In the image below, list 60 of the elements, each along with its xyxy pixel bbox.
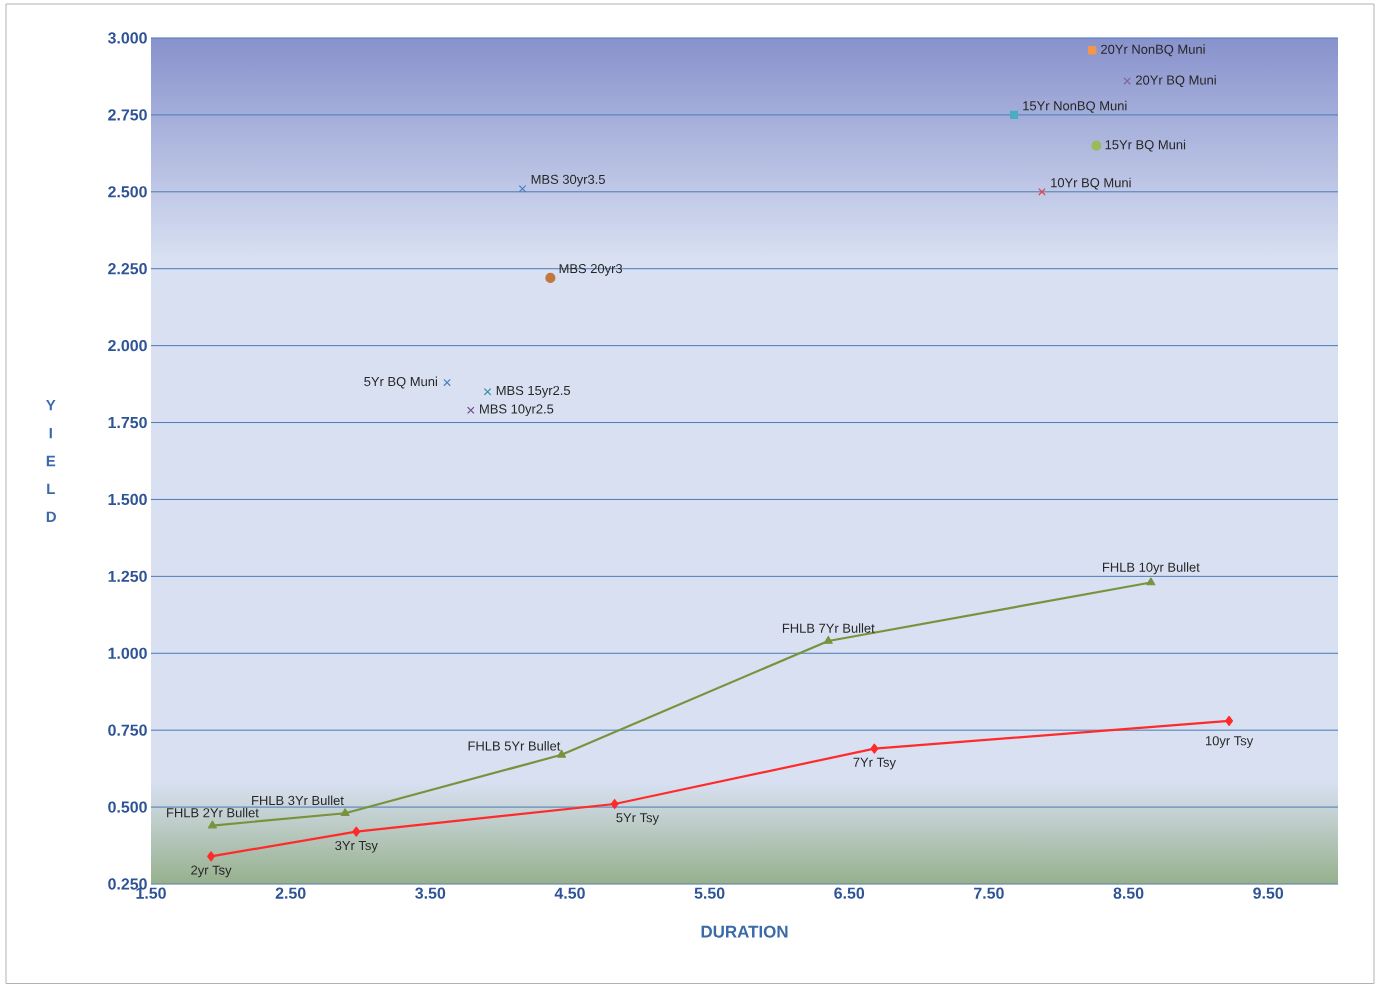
- x-tick-label: 5.50: [694, 887, 725, 899]
- y-tick-label: 1.000: [108, 647, 147, 659]
- series-label: 15Yr BQ Muni: [1105, 139, 1186, 152]
- point: [443, 378, 451, 387]
- annotation: FHLB 3Yr Bullet: [252, 795, 344, 806]
- series-label: 20Yr NonBQ Muni: [1101, 44, 1205, 57]
- point: [1091, 140, 1102, 151]
- y-tick-label: 1.500: [108, 493, 147, 506]
- annotation: FHLB 2Yr Bullet: [167, 807, 259, 818]
- annotation: 7Yr Tsy: [853, 757, 896, 770]
- annotation: 3Yr Tsy: [335, 840, 378, 853]
- point: [870, 743, 879, 754]
- point: [1225, 715, 1234, 727]
- point: [1009, 110, 1019, 119]
- x-tick-label: 4.50: [554, 887, 585, 899]
- point: [1038, 188, 1046, 196]
- y-tick-label: 2.750: [108, 109, 147, 121]
- series-label: MBS 30yr3.5: [531, 174, 605, 187]
- point: [1123, 77, 1131, 85]
- point: [352, 826, 361, 837]
- point: [557, 749, 567, 758]
- x-tick-label: 8.50: [1113, 887, 1144, 899]
- series-label: MBS 15yr2.5: [496, 385, 571, 398]
- point: [823, 635, 833, 644]
- point: [1088, 46, 1097, 55]
- series-label: 5Yr BQ Muni: [364, 376, 437, 389]
- point: [207, 851, 216, 862]
- x-tick-label: 9.50: [1253, 887, 1284, 899]
- point: [483, 388, 492, 396]
- point: [340, 808, 350, 817]
- annotation: 2yr Tsy: [191, 865, 232, 878]
- point: [610, 798, 619, 810]
- point: [518, 184, 527, 193]
- y-tick-label: 2.500: [108, 186, 147, 198]
- y-tick-label: 2.250: [108, 263, 147, 275]
- series-label: MBS 20yr3: [559, 264, 623, 276]
- y-tick-label: 0.750: [108, 724, 147, 736]
- y-axis-title: Y I E L D: [46, 400, 56, 522]
- x-tick-label: 6.50: [834, 887, 865, 899]
- annotation: 10yr Tsy: [1205, 736, 1254, 748]
- x-tick-label: 3.50: [415, 887, 446, 899]
- annotation: FHLB 10yr Bullet: [1103, 562, 1200, 575]
- annotation: FHLB 7Yr Bullet: [782, 623, 875, 633]
- series-label: 15Yr NonBQ Muni: [1023, 100, 1127, 113]
- x-axis-title: DURATION: [701, 925, 788, 938]
- annotation: 5Yr Tsy: [616, 813, 659, 825]
- annotation: FHLB 5Yr Bullet: [468, 741, 561, 751]
- x-tick-label: 7.50: [974, 887, 1004, 899]
- y-tick-label: 0.500: [108, 801, 147, 813]
- y-tick-label: 2.000: [108, 339, 147, 352]
- point: [545, 272, 556, 284]
- series-label: 10Yr BQ Muni: [1051, 177, 1131, 190]
- series-label: 20Yr BQ Muni: [1136, 75, 1216, 87]
- y-tick-label: 1.250: [108, 570, 147, 582]
- point: [1146, 577, 1156, 586]
- series-label: MBS 10yr2.5: [480, 404, 554, 417]
- point: [207, 820, 217, 829]
- x-tick-label: 2.50: [275, 887, 306, 899]
- y-tick-label: 1.750: [108, 416, 147, 429]
- y-tick-label: 3.000: [107, 32, 147, 44]
